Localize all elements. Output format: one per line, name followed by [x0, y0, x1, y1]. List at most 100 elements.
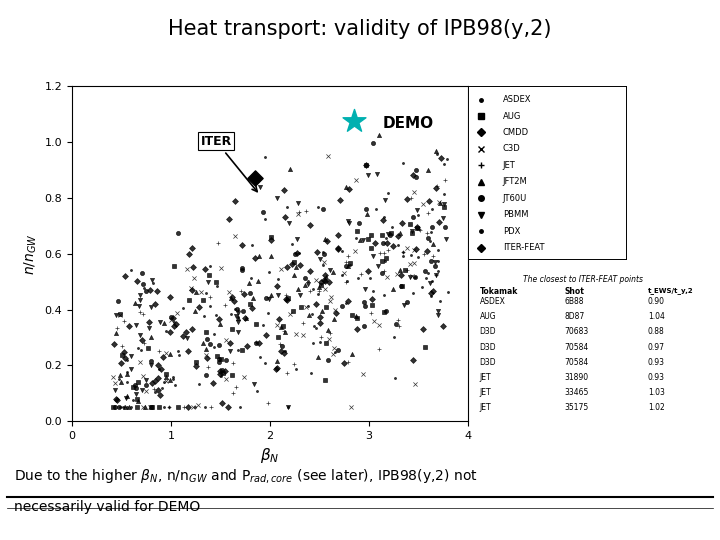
- Point: [144, 403, 156, 411]
- Point: [233, 318, 244, 326]
- Point: [187, 262, 199, 271]
- Point: [427, 252, 438, 261]
- Point: [315, 278, 327, 286]
- Point: [189, 403, 201, 411]
- Y-axis label: $n/n_{GW}$: $n/n_{GW}$: [22, 233, 39, 275]
- Point: [384, 229, 396, 238]
- Point: [367, 252, 379, 261]
- Point: [410, 273, 421, 281]
- Point: [215, 369, 226, 378]
- Point: [272, 291, 284, 299]
- Point: [261, 331, 272, 340]
- Point: [115, 358, 127, 367]
- Point: [325, 297, 336, 306]
- Point: [346, 311, 357, 320]
- Point: [423, 197, 435, 205]
- Point: [117, 351, 128, 360]
- Text: CMDD: CMDD: [503, 128, 529, 137]
- Point: [271, 193, 283, 202]
- Point: [421, 247, 433, 255]
- Point: [366, 286, 378, 295]
- Point: [253, 339, 265, 347]
- Point: [382, 230, 394, 239]
- Point: [432, 267, 444, 275]
- Point: [359, 302, 371, 310]
- Point: [212, 352, 223, 361]
- Point: [214, 354, 225, 363]
- Point: [273, 315, 284, 323]
- Point: [405, 273, 416, 281]
- Point: [419, 342, 431, 351]
- Point: [264, 267, 275, 276]
- Point: [430, 271, 441, 279]
- Point: [306, 310, 318, 319]
- Point: [297, 330, 309, 339]
- Point: [362, 171, 374, 180]
- Point: [319, 276, 330, 285]
- Point: [408, 356, 419, 364]
- Point: [394, 266, 405, 274]
- Point: [158, 318, 170, 327]
- Point: [332, 244, 343, 252]
- Point: [201, 335, 212, 343]
- Point: [114, 370, 126, 379]
- Point: [406, 272, 418, 280]
- Point: [422, 268, 433, 277]
- Text: 0.88: 0.88: [648, 327, 665, 336]
- Point: [394, 229, 405, 238]
- Point: [118, 316, 130, 325]
- Point: [120, 394, 132, 403]
- Point: [224, 347, 235, 355]
- Point: [401, 298, 413, 306]
- Point: [434, 198, 446, 207]
- Point: [227, 389, 238, 397]
- Point: [139, 284, 150, 293]
- Point: [424, 237, 436, 245]
- Point: [237, 346, 248, 355]
- Point: [190, 358, 202, 367]
- Point: [409, 380, 420, 388]
- Point: [433, 217, 444, 226]
- Point: [276, 342, 287, 351]
- Point: [173, 350, 184, 359]
- Point: [130, 299, 141, 308]
- Point: [397, 247, 409, 256]
- Point: [122, 355, 133, 364]
- Text: 70584: 70584: [564, 342, 589, 352]
- Point: [253, 252, 265, 261]
- Point: [421, 228, 433, 237]
- Point: [129, 381, 140, 389]
- Point: [397, 252, 408, 260]
- Point: [413, 225, 425, 233]
- Point: [120, 353, 131, 362]
- Point: [140, 376, 151, 384]
- Point: [238, 373, 250, 382]
- Text: C3D: C3D: [503, 144, 521, 153]
- Point: [398, 300, 410, 309]
- Point: [405, 260, 416, 268]
- Point: [377, 269, 388, 278]
- Point: [302, 301, 314, 310]
- Point: [379, 233, 391, 242]
- Point: [120, 403, 131, 411]
- Point: [322, 237, 333, 245]
- Point: [131, 277, 143, 286]
- Point: [183, 296, 194, 305]
- Text: ITER-FEAT: ITER-FEAT: [503, 243, 544, 252]
- Point: [307, 339, 319, 348]
- Point: [228, 296, 240, 305]
- Point: [329, 347, 341, 356]
- Point: [396, 219, 408, 227]
- Point: [265, 233, 276, 241]
- Point: [155, 390, 166, 399]
- Point: [405, 194, 417, 202]
- Point: [258, 359, 270, 368]
- Point: [338, 268, 350, 277]
- Point: [146, 403, 158, 411]
- Point: [210, 311, 222, 320]
- Point: [167, 314, 179, 322]
- Point: [287, 240, 298, 248]
- Point: [248, 380, 260, 389]
- Point: [125, 352, 136, 360]
- Point: [346, 349, 358, 358]
